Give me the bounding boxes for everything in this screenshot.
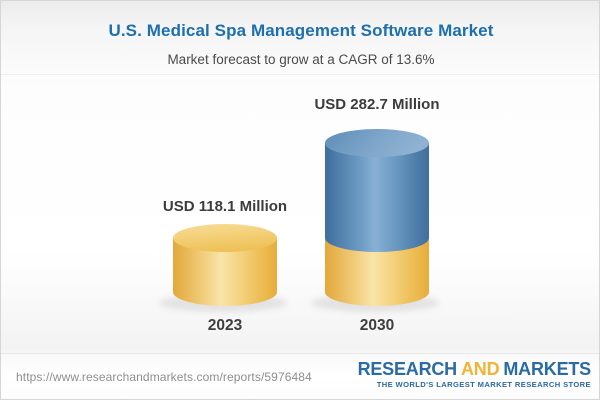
value-label-2030: USD 282.7 Million: [314, 96, 440, 113]
footer-divider: [1, 353, 599, 354]
bar-2030: [325, 129, 429, 306]
logo-tagline: THE WORLD'S LARGEST MARKET RESEARCH STOR…: [376, 380, 591, 389]
bar-2030-growth-segment: [325, 129, 429, 252]
research-and-markets-logo: RESEARCH AND MARKETS THE WORLD'S LARGEST M…: [357, 359, 592, 389]
logo-wordmark: RESEARCH AND MARKETS: [357, 359, 592, 379]
logo-word-research: RESEARCH: [357, 359, 458, 379]
page-title: U.S. Medical Spa Management Software Mar…: [108, 21, 494, 40]
report-url: https://www.researchandmarkets.com/repor…: [16, 370, 312, 384]
header-divider: [1, 74, 599, 75]
axis-label-2030: 2030: [359, 317, 395, 334]
bar-2023: [173, 224, 277, 306]
logo-word-and: AND: [460, 359, 500, 379]
chart-subtitle: Market forecast to grow at a CAGR of 13.…: [167, 52, 435, 67]
logo-word-markets: MARKETS: [503, 359, 591, 379]
value-label-2023: USD 118.1 Million: [162, 198, 288, 215]
axis-label-2023: 2023: [207, 317, 243, 334]
